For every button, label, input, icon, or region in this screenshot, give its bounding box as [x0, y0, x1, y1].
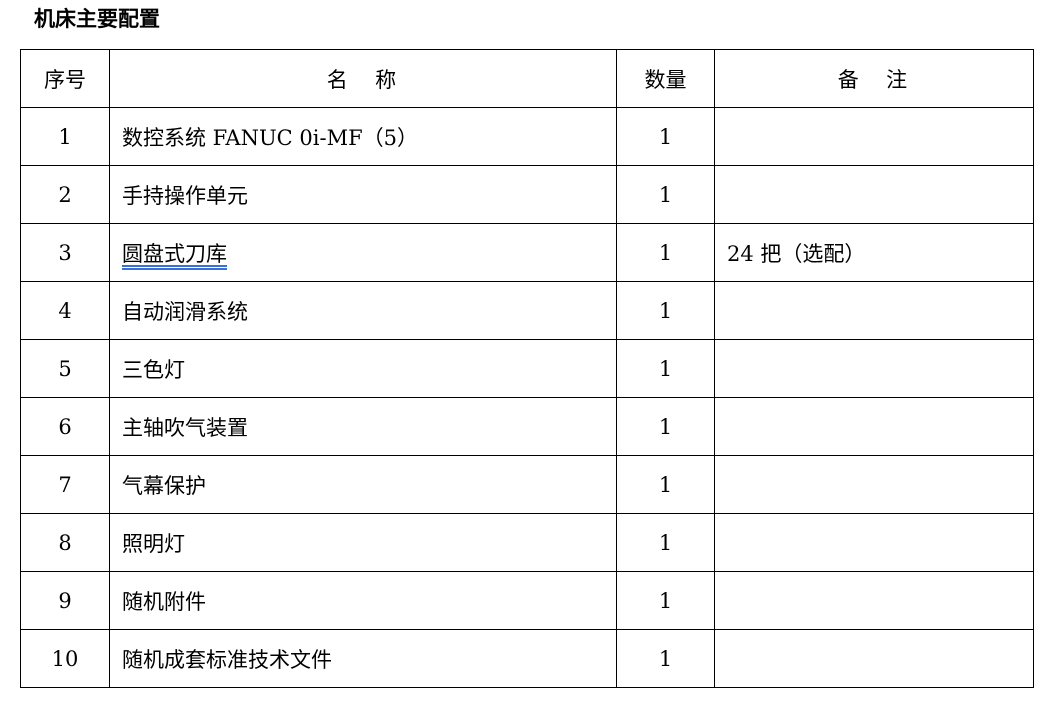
cell-number-text: 7: [58, 472, 72, 497]
cell-number-text: 4: [58, 298, 72, 323]
header-remarks: 备 注: [714, 49, 1034, 108]
cell-remarks: 24 把（选配）: [714, 223, 1034, 282]
cell-name-text: 随机附件: [122, 589, 206, 614]
cell-number-text: 10: [51, 646, 79, 671]
cell-remarks: [714, 339, 1034, 398]
configuration-table: 序号 名 称 数量 备 注 1 数控系统 FANUC 0i-MF（5） 1 2 手持操作…: [20, 49, 1034, 688]
cell-name-text: 照明灯: [122, 531, 185, 556]
cell-quantity: 1: [616, 223, 715, 282]
cell-number: 5: [20, 339, 110, 398]
cell-number: 10: [20, 629, 110, 688]
cell-quantity-text: 1: [658, 472, 673, 497]
cell-quantity: 1: [616, 513, 715, 572]
cell-name: 圆盘式刀库: [109, 223, 617, 282]
cell-remarks: [714, 397, 1034, 456]
cell-number: 1: [20, 107, 110, 166]
table-row: 1 数控系统 FANUC 0i-MF（5） 1: [20, 107, 1034, 166]
cell-name: 随机附件: [109, 571, 617, 630]
cell-number: 3: [20, 223, 110, 282]
cell-number-text: 2: [58, 182, 72, 207]
cell-quantity-text: 1: [658, 356, 673, 381]
cell-name: 照明灯: [109, 513, 617, 572]
cell-number: 8: [20, 513, 110, 572]
cell-quantity-text: 1: [658, 588, 673, 613]
cell-quantity-text: 1: [658, 182, 673, 207]
cell-name-text: 手持操作单元: [122, 183, 248, 208]
cell-remarks: [714, 629, 1034, 688]
cell-number-text: 5: [58, 356, 72, 381]
cell-name: 手持操作单元: [109, 165, 617, 224]
cell-number-text: 6: [58, 414, 72, 439]
table-row: 9 随机附件 1: [20, 571, 1034, 630]
cell-quantity: 1: [616, 107, 715, 166]
cell-name: 随机成套标准技术文件: [109, 629, 617, 688]
cell-quantity: 1: [616, 165, 715, 224]
cell-remarks: [714, 455, 1034, 514]
cell-quantity: 1: [616, 455, 715, 514]
table-header-row: 序号 名 称 数量 备 注: [20, 49, 1034, 108]
cell-quantity: 1: [616, 629, 715, 688]
cell-number: 7: [20, 455, 110, 514]
cell-quantity: 1: [616, 339, 715, 398]
table-row: 4 自动润滑系统 1: [20, 281, 1034, 340]
document-title: 机床主要配置: [34, 6, 160, 31]
cell-name: 数控系统 FANUC 0i-MF（5）: [109, 107, 617, 166]
cell-name-text: 主轴吹气装置: [122, 415, 248, 440]
table-row: 3 圆盘式刀库 1 24 把（选配）: [20, 223, 1034, 282]
cell-quantity: 1: [616, 281, 715, 340]
cell-remarks-text: 24 把（选配）: [727, 241, 866, 266]
header-quantity: 数量: [616, 49, 715, 108]
cell-name: 三色灯: [109, 339, 617, 398]
cell-remarks: [714, 513, 1034, 572]
cell-number-text: 9: [58, 588, 72, 613]
cell-quantity-text: 1: [658, 530, 673, 555]
header-number: 序号: [20, 49, 110, 108]
cell-number: 4: [20, 281, 110, 340]
table-row: 5 三色灯 1: [20, 339, 1034, 398]
cell-name-text: 数控系统 FANUC 0i-MF（5）: [122, 125, 419, 150]
cell-number-text: 8: [58, 530, 72, 555]
cell-name-text: 三色灯: [122, 357, 185, 382]
cell-name-text: 自动润滑系统: [122, 299, 248, 324]
cell-number-text: 3: [58, 240, 72, 265]
cell-name-text: 圆盘式刀库: [122, 241, 227, 266]
table-row: 10 随机成套标准技术文件 1: [20, 629, 1034, 688]
cell-remarks: [714, 281, 1034, 340]
header-name: 名 称: [109, 49, 617, 108]
cell-name: 自动润滑系统: [109, 281, 617, 340]
cell-number-text: 1: [58, 124, 72, 149]
cell-name: 主轴吹气装置: [109, 397, 617, 456]
table-row: 7 气幕保护 1: [20, 455, 1034, 514]
cell-remarks: [714, 165, 1034, 224]
cell-remarks: [714, 571, 1034, 630]
cell-remarks: [714, 107, 1034, 166]
cell-quantity-text: 1: [658, 646, 673, 671]
cell-name: 气幕保护: [109, 455, 617, 514]
cell-quantity-text: 1: [658, 240, 673, 265]
cell-number: 6: [20, 397, 110, 456]
table-row: 2 手持操作单元 1: [20, 165, 1034, 224]
cell-number: 9: [20, 571, 110, 630]
cell-quantity-text: 1: [658, 414, 673, 439]
cell-quantity-text: 1: [658, 124, 673, 149]
cell-name-text: 随机成套标准技术文件: [122, 647, 332, 672]
table-row: 8 照明灯 1: [20, 513, 1034, 572]
cell-number: 2: [20, 165, 110, 224]
cell-quantity: 1: [616, 571, 715, 630]
cell-name-text: 气幕保护: [122, 473, 206, 498]
table-row: 6 主轴吹气装置 1: [20, 397, 1034, 456]
cell-quantity-text: 1: [658, 298, 673, 323]
cell-quantity: 1: [616, 397, 715, 456]
